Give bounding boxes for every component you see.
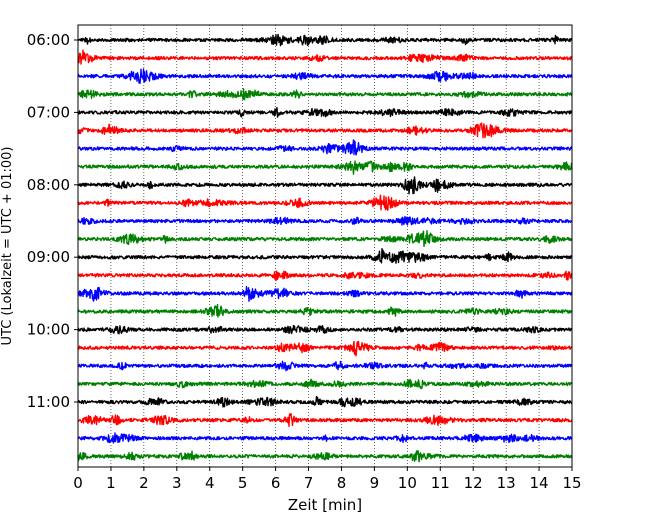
x-tick-label: 8 bbox=[337, 474, 347, 492]
trace-line bbox=[77, 340, 573, 357]
trace-line bbox=[77, 33, 573, 47]
x-tick-label: 7 bbox=[304, 474, 314, 492]
y-tick-label: 11:00 bbox=[27, 393, 70, 411]
y-tick-label: 10:00 bbox=[27, 321, 70, 339]
trace-line bbox=[77, 106, 573, 118]
trace-line bbox=[77, 176, 573, 195]
trace-line bbox=[77, 230, 573, 248]
trace-line bbox=[77, 194, 573, 211]
x-tick-label: 14 bbox=[530, 474, 549, 492]
x-tick-label: 0 bbox=[73, 474, 83, 492]
trace-line bbox=[77, 378, 573, 390]
trace-line bbox=[77, 247, 573, 264]
x-tick-label: 10 bbox=[398, 474, 417, 492]
x-tick-label: 2 bbox=[139, 474, 149, 492]
x-tick-label: 15 bbox=[562, 474, 581, 492]
x-tick-label: 4 bbox=[205, 474, 215, 492]
trace-line bbox=[77, 412, 573, 428]
trace-line bbox=[77, 160, 573, 175]
x-tick-label: 6 bbox=[271, 474, 281, 492]
x-tick-label: 9 bbox=[370, 474, 380, 492]
x-tick-label: 13 bbox=[497, 474, 516, 492]
seismic-traces bbox=[77, 33, 573, 463]
y-tick-label: 09:00 bbox=[27, 248, 70, 266]
trace-line bbox=[77, 432, 573, 444]
trace-line bbox=[77, 270, 573, 282]
trace-line bbox=[77, 360, 573, 372]
trace-line bbox=[77, 68, 573, 85]
x-tick-label: 5 bbox=[238, 474, 248, 492]
trace-line bbox=[77, 88, 573, 101]
x-axis: 0 1 2 3 4 5 6 7 8 9 10 11 12 13 14 15 bbox=[73, 467, 582, 492]
trace-line bbox=[77, 303, 573, 318]
y-tick-label: 07:00 bbox=[27, 103, 70, 121]
y-axis-label: UTC (Lokalzeit = UTC + 01:00) bbox=[0, 147, 15, 346]
trace-line bbox=[77, 122, 573, 139]
x-axis-label: Zeit [min] bbox=[288, 496, 362, 514]
trace-line bbox=[77, 49, 573, 65]
y-axis: 06:00 07:00 08:00 09:00 10:00 11:00 bbox=[27, 31, 78, 411]
x-tick-label: 3 bbox=[172, 474, 182, 492]
x-tick-label: 12 bbox=[464, 474, 483, 492]
x-tick-label: 1 bbox=[106, 474, 116, 492]
trace-line bbox=[77, 324, 573, 335]
y-tick-label: 08:00 bbox=[27, 176, 70, 194]
trace-line bbox=[77, 396, 573, 408]
x-tick-label: 11 bbox=[431, 474, 450, 492]
trace-line bbox=[77, 139, 573, 156]
trace-line bbox=[77, 450, 573, 463]
plot-frame bbox=[77, 24, 573, 468]
trace-line bbox=[77, 215, 573, 226]
y-tick-label: 06:00 bbox=[27, 31, 70, 49]
trace-line bbox=[77, 286, 573, 302]
